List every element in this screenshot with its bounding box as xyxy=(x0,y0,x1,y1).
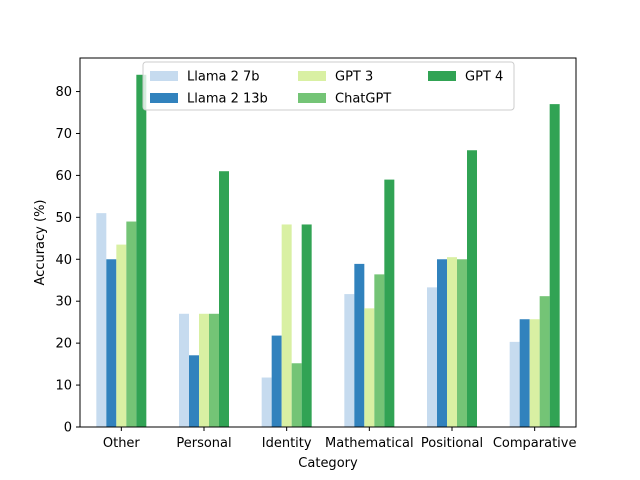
x-tick-label: Mathematical xyxy=(325,436,414,451)
bar-chatgpt-other xyxy=(126,221,137,427)
legend-label: ChatGPT xyxy=(335,92,391,107)
y-tick-label: 30 xyxy=(55,295,72,310)
bar-gpt-4-other xyxy=(136,74,147,427)
legend-swatch xyxy=(150,93,178,103)
bar-llama-2-7b-comparative xyxy=(509,341,520,427)
bar-llama-2-7b-positional xyxy=(427,287,437,427)
bar-gpt-3-other xyxy=(116,244,127,427)
legend-label: Llama 2 13b xyxy=(187,92,268,107)
x-tick-label: Positional xyxy=(421,436,483,451)
legend-label: GPT 4 xyxy=(465,70,503,85)
x-tick-label: Identity xyxy=(262,436,312,451)
plot-background xyxy=(80,58,576,427)
legend: Llama 2 7b Llama 2 13b GPT 3 ChatGPT GPT 4 xyxy=(142,61,515,111)
bar-llama-2-7b-mathematical xyxy=(344,294,355,427)
y-tick-label: 10 xyxy=(55,379,72,394)
bar-gpt-4-comparative xyxy=(549,104,560,427)
bars-group xyxy=(96,74,560,427)
bar-chatgpt-positional xyxy=(457,259,467,427)
x-tick-label: Personal xyxy=(176,436,231,451)
x-axis-label: Category xyxy=(298,456,358,471)
bar-llama-2-13b-other xyxy=(106,259,117,427)
bar-chatgpt-comparative xyxy=(539,296,550,427)
legend-swatch xyxy=(298,93,326,103)
bar-gpt-4-identity xyxy=(301,224,312,427)
bar-llama-2-7b-personal xyxy=(179,313,189,427)
y-tick-label: 50 xyxy=(55,211,72,226)
bar-llama-2-13b-personal xyxy=(189,355,199,427)
plot-area xyxy=(80,58,576,427)
bar-gpt-4-personal xyxy=(219,171,229,427)
bar-llama-2-7b-identity xyxy=(261,377,272,427)
bar-gpt-3-comparative xyxy=(529,319,540,427)
bar-llama-2-13b-positional xyxy=(437,259,447,427)
y-tick-label: 70 xyxy=(55,127,72,142)
bar-llama-2-13b-comparative xyxy=(519,319,530,427)
bar-llama-2-13b-identity xyxy=(271,335,282,427)
axes-group: 0 10 20 30 40 50 60 70 80 Other Personal Identity Ma… xyxy=(55,57,577,451)
bar-llama-2-13b-mathematical xyxy=(354,263,365,427)
y-tick-label: 60 xyxy=(55,169,72,184)
legend-swatch xyxy=(298,71,326,81)
y-tick-label: 80 xyxy=(55,85,72,100)
legend-box xyxy=(142,61,515,111)
x-tick-label: Other xyxy=(103,436,141,451)
bar-gpt-3-positional xyxy=(447,257,457,427)
bar-gpt-3-mathematical xyxy=(364,308,375,427)
bar-gpt-3-personal xyxy=(199,313,209,427)
bar-gpt-4-positional xyxy=(467,150,477,427)
bar-gpt-3-identity xyxy=(281,224,292,427)
x-tick-label: Comparative xyxy=(493,436,577,451)
bar-chatgpt-personal xyxy=(209,313,219,427)
y-tick-label: 40 xyxy=(55,253,72,268)
legend-label: GPT 3 xyxy=(335,70,373,85)
bar-chatgpt-identity xyxy=(291,363,302,427)
y-tick-label: 20 xyxy=(55,337,72,352)
legend-label: Llama 2 7b xyxy=(187,70,260,85)
y-axis-label: Accuracy (%) xyxy=(33,200,48,286)
legend-swatch xyxy=(150,71,178,81)
plot-frame xyxy=(79,57,577,428)
legend-swatch xyxy=(428,71,456,81)
bar-chatgpt-mathematical xyxy=(374,274,385,427)
y-tick-label: 0 xyxy=(64,421,72,436)
bar-llama-2-7b-other xyxy=(96,213,107,427)
bar-gpt-4-mathematical xyxy=(384,179,395,427)
